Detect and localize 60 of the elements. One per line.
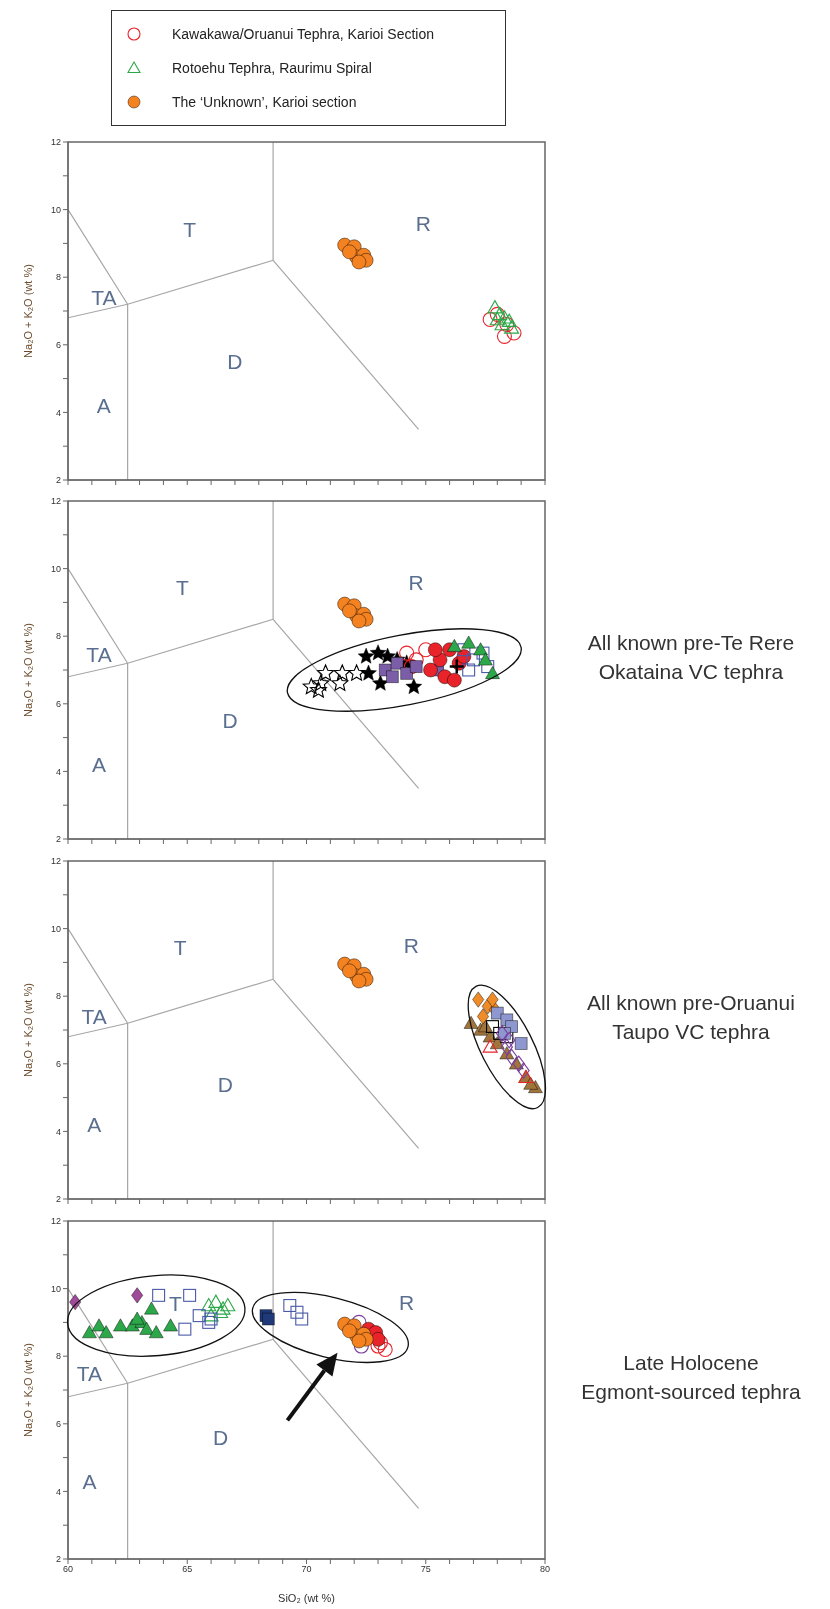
y-tick-label: 12: [50, 1216, 61, 1227]
y-tick-label: 2: [55, 1554, 61, 1565]
annotation: D: [213, 1425, 229, 1449]
annotation: TA: [91, 285, 117, 309]
annotation: A: [82, 1469, 97, 1493]
y-tick-label: 2: [55, 1194, 61, 1205]
annotation: A: [92, 753, 107, 777]
y-tick-label: 8: [55, 991, 61, 1002]
y-tick-label: 10: [50, 923, 61, 934]
x-tick-label: 60: [62, 1564, 74, 1575]
y-tick-label: 12: [50, 856, 61, 867]
annotation: R: [415, 211, 431, 235]
y-tick-label: 4: [55, 766, 61, 777]
y-tick-label: 6: [55, 1058, 61, 1069]
legend-label: Rotoehu Tephra, Raurimu Spiral: [172, 60, 372, 76]
text: Late Holocene Egmont-sourced tephra: [581, 1350, 802, 1403]
annotation: R: [408, 570, 424, 594]
annotation: T: [183, 218, 197, 242]
y-axis-title: Na₂O + K₂O (wt %): [22, 983, 34, 1077]
y-tick-label: 4: [55, 1126, 61, 1137]
annotation: TA: [86, 643, 112, 667]
y-tick-label: 10: [50, 204, 61, 215]
text: All known pre-Oruanui Taupo VC tephra: [587, 990, 795, 1043]
annotation: A: [87, 1113, 102, 1137]
annotation: TA: [76, 1361, 103, 1385]
x-tick-label: 70: [301, 1564, 312, 1575]
x-axis-title: SiO₂ (wt %): [278, 1592, 335, 1604]
x-tick-label: 80: [539, 1564, 551, 1575]
y-tick-label: 6: [55, 698, 61, 709]
annotation: D: [227, 350, 243, 374]
x-tick-label: 75: [420, 1564, 431, 1575]
y-tick-label: 6: [55, 339, 61, 350]
y-axis-title: Na₂O + K₂O (wt %): [22, 264, 34, 358]
y-tick-label: 8: [55, 631, 61, 642]
y-tick-label: 8: [55, 1351, 61, 1362]
y-tick-label: 2: [55, 834, 61, 845]
annotation: T: [173, 935, 187, 959]
annotation: R: [403, 934, 420, 957]
legend-label: Kawakawa/Oruanui Tephra, Karioi Section: [172, 26, 435, 42]
annotation: TA: [81, 1004, 107, 1028]
annotation: D: [217, 1072, 233, 1096]
y-tick-label: 10: [50, 563, 61, 574]
legend-label: The ‘Unknown’, Karioi section: [172, 94, 357, 110]
annotation: A: [96, 394, 111, 418]
x-tick-label: 65: [182, 1564, 193, 1575]
y-tick-label: 10: [50, 1283, 61, 1294]
y-tick-label: 12: [50, 496, 61, 507]
y-axis-title: Na₂O + K₂O (wt %): [22, 1343, 34, 1437]
annotation: T: [176, 575, 190, 599]
text: All known pre-Te Rere Okataina VC tephra: [587, 630, 795, 683]
y-axis-title: Na₂O + K₂O (wt %): [22, 623, 34, 717]
annotation: D: [222, 709, 238, 733]
annotation: T: [168, 1292, 182, 1316]
y-tick-label: 6: [55, 1418, 61, 1429]
y-tick-label: 4: [55, 407, 61, 418]
y-tick-label: 4: [55, 1486, 61, 1497]
y-tick-label: 12: [50, 137, 61, 148]
y-tick-label: 8: [55, 272, 61, 283]
y-tick-label: 2: [55, 475, 61, 486]
annotation: R: [399, 1290, 415, 1314]
